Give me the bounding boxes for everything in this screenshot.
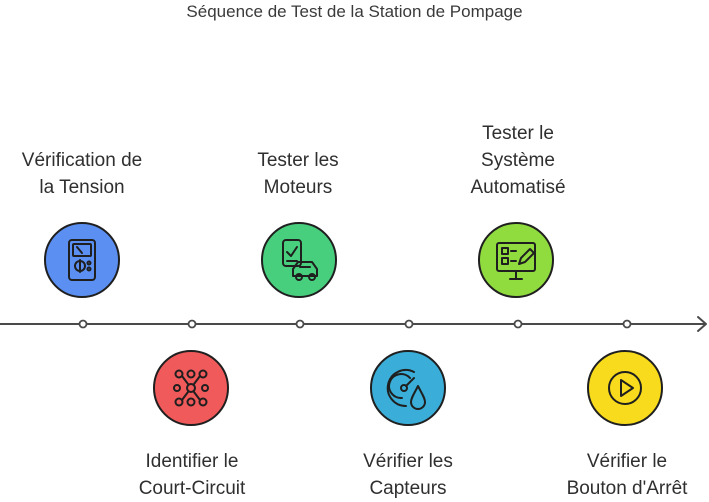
diagram-title: Séquence de Test de la Station de Pompag… [186,2,523,21]
timeline-axis [0,316,707,332]
step-4-label: Vérifier les Capteurs [318,448,498,502]
multimeter-icon [68,239,96,281]
step-2-label-line-2: Court-Circuit [138,478,246,499]
step-1-label-line-1: Vérification de [21,150,143,171]
step-4-label-line-1: Vérifier les [363,451,453,472]
timeline-node-6 [622,319,632,329]
step-1-label: Vérification de la Tension [0,147,172,201]
step-5-icon-circle [478,222,554,298]
step-5-label-line-2: Système [481,150,555,171]
play-button-icon [608,371,642,405]
circuit-grid-icon [173,369,209,407]
step-2-label-line-1: Identifier le [145,451,239,472]
timeline-node-2 [187,319,197,329]
step-3-icon-circle [261,222,337,298]
step-5-label-line-3: Automatisé [470,177,566,198]
step-6-label: Vérifier le Bouton d'Arrêt [537,448,709,502]
gauge-drop-icon [386,369,426,410]
step-6-icon-circle [587,350,663,426]
timeline-node-4 [404,319,414,329]
step-3-label-line-1: Tester les [257,150,339,171]
step-1-label-line-2: la Tension [39,177,125,198]
step-4-label-line-2: Capteurs [369,478,447,499]
timeline-node-5 [513,319,523,329]
timeline-node-1 [78,319,88,329]
timeline-arrowhead [697,316,707,332]
step-5-label: Tester le Système Automatisé [428,120,608,201]
timeline-node-3 [295,319,305,329]
checklist-car-icon [282,239,318,281]
step-5-label-line-1: Tester le [482,123,554,144]
step-4-icon-circle [370,350,446,426]
step-3-label-line-2: Moteurs [263,177,333,198]
step-1-icon-circle [44,222,120,298]
step-6-label-line-2: Bouton d'Arrêt [566,478,688,499]
step-3-label: Tester les Moteurs [208,147,388,201]
step-6-label-line-1: Vérifier le [586,451,668,472]
monitor-edit-icon [496,242,536,280]
step-2-icon-circle [153,350,229,426]
step-2-label: Identifier le Court-Circuit [102,448,282,502]
